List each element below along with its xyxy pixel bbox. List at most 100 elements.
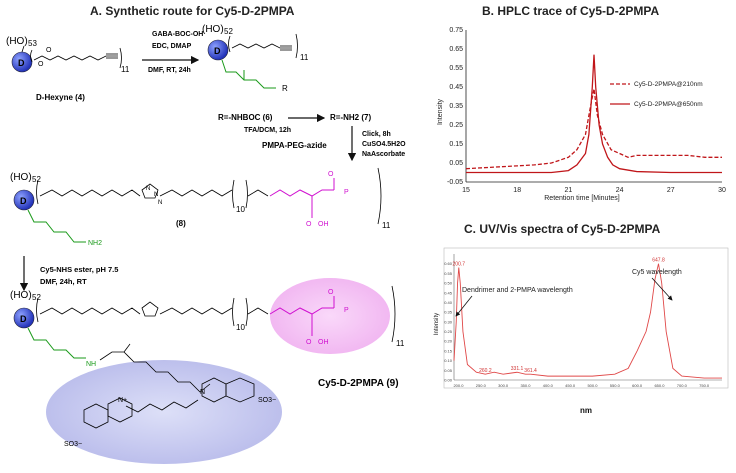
uv-xtick: 250.0 [476,383,487,388]
hplc-xtick: 15 [462,187,470,194]
uv-peak-label: 331.1 [511,366,524,372]
synthesis-scheme: D (HO) 53 O O 11 D-Hexyne (4) GABA-BOC-O… [6,24,406,464]
uv-ytick: 0.45 [444,290,453,295]
svg-text:N: N [158,200,162,206]
svg-text:O: O [306,221,312,228]
hplc-ytick: -0.05 [447,179,463,186]
click-reagent-2: NaAscorbate [362,151,405,158]
product-label: Cy5-D-2PMPA (9) [318,378,399,389]
uv-ytick: 0.30 [444,319,453,324]
svg-text:N+: N+ [118,397,127,404]
hplc-xtick: 21 [565,187,573,194]
d-hexyne-structure: D (HO) 53 O O 11 D-Hexyne (4) [6,36,130,102]
hplc-ytick: 0.05 [449,160,463,167]
hplc-ylabel: Intensity [437,98,444,125]
uv-series [453,263,722,379]
hplc-series-650nm [466,54,722,174]
hplc-ytick: 0.15 [449,141,463,148]
svg-text:52: 52 [224,27,233,36]
reagent-1-2: DMF, RT, 24h [148,67,191,74]
pmpa-peg-azide-label: PMPA-PEG-azide [262,141,327,150]
core-label: D [18,58,25,68]
uv-xtick: 700.0 [677,383,688,388]
svg-text:(HO): (HO) [10,172,32,183]
legend-210: Cy5-D-2PMPA@210nm [634,81,703,88]
hplc-ytick: 0.55 [449,65,463,72]
uv-peak-label: 260.2 [479,368,492,374]
uvvis-chart: 0.00 0.05 0.10 0.15 0.20 0.25 0.30 0.35 0.40 0.45… [434,247,729,389]
hplc-ytick: 0.65 [449,46,463,53]
uv-ytick: 0.10 [444,358,453,363]
uv-ytick: 0.15 [444,348,453,353]
pmpa-highlight [270,278,390,354]
uv-peak-label: 647.8 [652,258,665,264]
hplc-ytick: 0.35 [449,103,463,110]
hplc-ytick: 0.75 [449,27,463,34]
hplc-xlabel: Retention time [Minutes] [544,195,620,202]
reagent-1-1: EDC, DMAP [152,43,192,50]
hplc-xtick: 30 [718,187,726,194]
uv-ytick: 0.05 [444,368,453,373]
svg-text:11: 11 [396,339,405,348]
svg-text:OH: OH [318,221,329,228]
uv-xtick: 300.0 [498,383,509,388]
panel-a-title: A. Synthetic route for Cy5-D-2PMPA [90,4,295,18]
uv-ytick: 0.50 [444,281,453,286]
uv-ytick: 0.25 [444,329,453,334]
svg-text:O: O [328,171,334,178]
svg-text:NH2: NH2 [88,240,102,247]
legend-650: Cy5-D-2PMPA@650nm [634,101,703,108]
svg-text:(HO): (HO) [6,36,28,47]
d-hexyne-label: D-Hexyne (4) [36,93,85,102]
svg-text:N: N [200,389,205,396]
uv-ytick: 0.55 [444,271,453,276]
product-9-structure: D (HO) 52 10 O P O OH 11 NH SO3− N N+ SO… [10,285,405,448]
svg-text:(HO): (HO) [10,290,32,301]
svg-text:(HO): (HO) [202,24,224,35]
svg-text:10: 10 [236,323,245,332]
svg-text:NH: NH [86,361,96,368]
cy5-reagent-0: Cy5-NHS ester, pH 7.5 [40,265,118,274]
uv-xtick: 550.0 [610,383,621,388]
compound-8-structure: D (HO) 52 N N N 10 O P O OH 11 NH2 (8) [10,167,391,247]
svg-text:D: D [20,314,27,324]
svg-text:D: D [20,196,27,206]
uv-ytick: 0.00 [444,378,453,383]
annotation-dendrimer: Dendrimer and 2-PMPA wavelength [462,287,573,294]
uv-xtick: 500.0 [587,383,598,388]
gaba-intermediate-structure: D (HO) 52 11 R [202,24,309,93]
svg-text:11: 11 [382,221,391,230]
svg-text:D: D [214,46,221,56]
svg-text:SO3−: SO3− [64,441,82,448]
ho-count-53: 53 [28,39,37,48]
panel-c-title: C. UV/Vis spectra of Cy5-D-2PMPA [464,222,661,236]
r-nhboc-label: R=-NHBOC (6) [218,113,273,122]
svg-text:O: O [328,289,334,296]
uv-xtick: 750.0 [699,383,710,388]
uv-xtick: 200.0 [453,383,464,388]
uv-ylabel: Intensity [434,313,440,335]
cy5-reagent-1: DMF, 24h, RT [40,277,87,286]
uv-ytick: 0.35 [444,310,453,315]
svg-text:OH: OH [318,339,329,346]
svg-text:N: N [154,192,158,198]
r-group: R [282,84,288,93]
hplc-chart: -0.05 0.05 0.15 0.25 0.35 0.45 0.55 0.65 0.75 15 1… [437,27,726,202]
uv-xtick: 650.0 [654,383,665,388]
svg-text:52: 52 [32,175,41,184]
svg-text:O: O [306,339,312,346]
uv-xtick: 600.0 [632,383,643,388]
hplc-xtick: 27 [667,187,675,194]
svg-text:N: N [146,186,150,192]
hplc-ytick: 0.45 [449,84,463,91]
r-nh2-label: R=-NH2 (7) [330,113,371,122]
click-reagent-1: CuSO4.5H2O [362,141,406,148]
hplc-xtick: 18 [513,187,521,194]
deprotect-reagents: TFA/DCM, 12h [244,127,291,134]
uv-ytick: 0.60 [444,261,453,266]
uv-xtick: 400.0 [543,383,554,388]
repeat-n-1: 11 [121,65,130,74]
uv-peak-label: 361.4 [524,368,537,374]
uv-peak-label: 200.7 [453,262,466,268]
svg-text:P: P [344,189,349,196]
